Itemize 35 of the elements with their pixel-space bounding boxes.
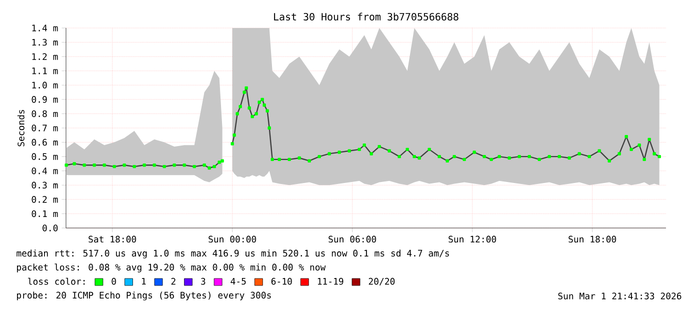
y-tick-label: 0.0 (42, 224, 58, 232)
legend-title: loss color: (28, 278, 85, 285)
y-tick-label: 1.0 m (32, 82, 58, 89)
legend-label: 1 (142, 278, 146, 285)
legend-label: 0 (112, 278, 116, 285)
y-tick-label: 0.9 m (32, 96, 58, 103)
y-tick-label: 0.2 m (32, 196, 58, 203)
x-tick-label: Sun 06:00 (328, 236, 376, 243)
legend-label: 20/20 (368, 278, 395, 286)
y-tick-label: 1.1 m (32, 68, 58, 74)
y-tick-label: 0.8 m (32, 110, 58, 118)
chart-title: Last 30 Hours from 3b7705566688 (274, 12, 458, 20)
y-tick-label: 1.4 m (32, 24, 58, 32)
y-axis-title: Seconds (17, 110, 24, 146)
y-tick-label: 0.1 m (32, 210, 58, 218)
y-tick-label: 1.3 m (32, 38, 58, 46)
x-tick-label: Sat 18:00 (88, 236, 136, 243)
x-tick-label: Sun 12:00 (448, 236, 496, 243)
y-tick-label: 0.6 m (32, 138, 58, 146)
legend-label: 11-19 (318, 278, 344, 285)
y-tick-label: 0.3 m (32, 182, 58, 189)
text: median rtt: 517.0 us avg 1.0 ms max 416.9 us min 520.1 us now 0.1 ms sd 4.7 am/s (16, 250, 449, 258)
y-tick-label: 1.2 m (32, 53, 58, 60)
y-tick-label: 0.7 m (32, 124, 58, 132)
x-tick-label: Sun 18:00 (568, 236, 616, 243)
legend-label: 2 (171, 278, 176, 285)
text: probe: 20 ICMP Echo Pings (56 Bytes) every 300s (17, 292, 271, 300)
legend-label: 3 (201, 278, 206, 285)
text: Sun Mar 1 21:41:33 2026 (558, 292, 682, 300)
x-tick-label: Sun 00:00 (208, 236, 256, 243)
legend-label: 4-5 (230, 278, 246, 285)
y-tick-label: 0.5 m (32, 153, 58, 160)
text: packet loss: 0.08 % avg 19.20 % max 0.00 % min 0.00 % now (17, 264, 326, 272)
y-tick-label: 0.4 m (32, 167, 58, 174)
legend-label: 6-10 (271, 278, 292, 285)
